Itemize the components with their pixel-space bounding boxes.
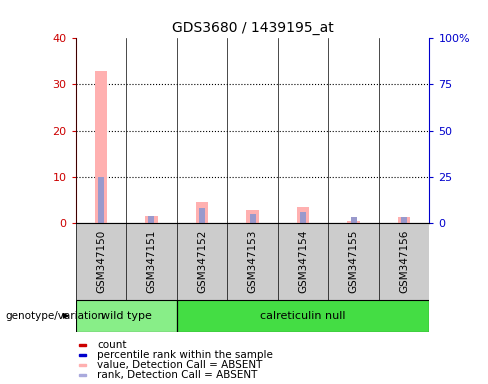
Bar [98,177,104,223]
Bar [199,208,205,223]
Text: rank, Detection Call = ABSENT: rank, Detection Call = ABSENT [98,370,258,380]
Bar [196,202,208,223]
Text: genotype/variation: genotype/variation [5,311,104,321]
Bar [249,214,256,223]
Text: GSM347153: GSM347153 [247,229,258,293]
Bar [79,374,86,376]
Text: GSM347156: GSM347156 [399,229,409,293]
Bar [398,217,410,223]
Bar [148,216,155,223]
Bar [79,364,86,366]
Bar [76,300,177,332]
Bar [350,217,357,223]
Bar [246,210,259,223]
Bar [145,216,158,223]
Bar [76,300,177,332]
Title: GDS3680 / 1439195_at: GDS3680 / 1439195_at [172,21,333,35]
Text: GSM347152: GSM347152 [197,229,207,293]
Text: count: count [98,340,127,350]
Text: GSM347155: GSM347155 [348,229,359,293]
Bar [177,300,429,332]
Text: GSM347150: GSM347150 [96,230,106,293]
Bar [177,300,429,332]
Bar [401,217,407,223]
Bar [300,212,306,223]
Bar [297,207,309,223]
Text: GSM347154: GSM347154 [298,229,308,293]
Bar [347,221,360,223]
Bar [95,71,107,223]
Text: percentile rank within the sample: percentile rank within the sample [98,350,273,360]
Text: GSM347151: GSM347151 [146,229,157,293]
Bar [79,354,86,356]
Text: wild type: wild type [101,311,152,321]
Text: calreticulin null: calreticulin null [260,311,346,321]
Bar [79,344,86,346]
Text: value, Detection Call = ABSENT: value, Detection Call = ABSENT [98,360,263,370]
